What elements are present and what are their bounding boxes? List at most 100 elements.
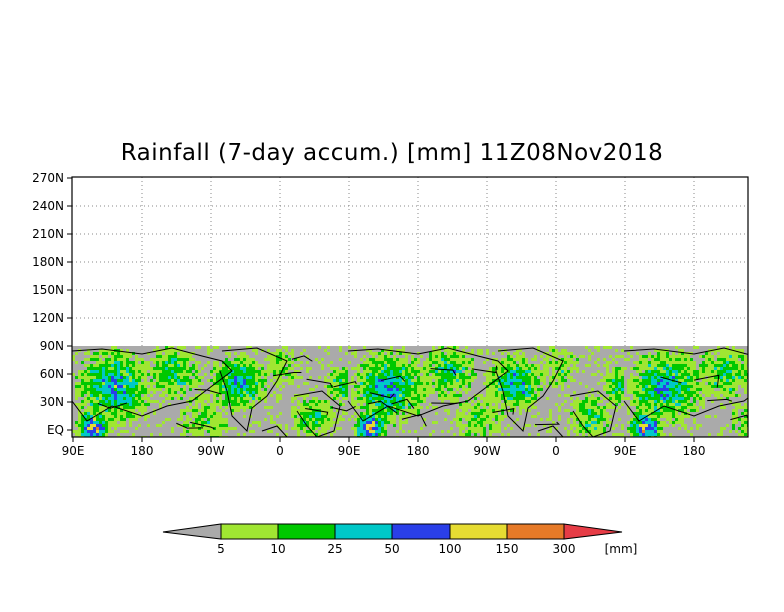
- rain-cell: [240, 406, 243, 409]
- rain-cell: [81, 403, 84, 406]
- rain-cell: [555, 385, 558, 388]
- rain-cell: [102, 397, 105, 400]
- rain-cell: [588, 409, 591, 412]
- rain-cell: [414, 370, 417, 373]
- rain-cell: [603, 406, 606, 409]
- rain-cell: [210, 409, 213, 412]
- rain-cell: [354, 400, 357, 403]
- rain-cell: [93, 376, 96, 379]
- rain-cell: [360, 382, 363, 385]
- rain-cell: [81, 379, 84, 382]
- rain-cell: [126, 385, 129, 388]
- rain-cell: [588, 433, 591, 436]
- rain-cell: [387, 415, 390, 418]
- rain-cell: [105, 352, 108, 355]
- rain-cell: [129, 373, 132, 376]
- rain-cell: [402, 406, 405, 409]
- rain-cell: [237, 373, 240, 376]
- rain-cell: [81, 385, 84, 388]
- rain-cell: [321, 418, 324, 421]
- rain-cell: [744, 379, 747, 382]
- rain-cell: [162, 367, 165, 370]
- rain-cell: [165, 367, 168, 370]
- rain-cell: [129, 415, 132, 418]
- rain-cell: [447, 412, 450, 415]
- rain-cell: [468, 433, 471, 436]
- rain-cell: [168, 394, 171, 397]
- rain-cell: [177, 346, 180, 349]
- rain-cell: [303, 382, 306, 385]
- rain-cell: [645, 355, 648, 358]
- rain-cell: [489, 373, 492, 376]
- rain-cell: [123, 430, 126, 433]
- rain-cell: [93, 364, 96, 367]
- rain-cell: [213, 382, 216, 385]
- rain-cell: [117, 418, 120, 421]
- rain-cell: [459, 412, 462, 415]
- rain-cell: [726, 391, 729, 394]
- rain-cell: [678, 391, 681, 394]
- rain-cell: [447, 409, 450, 412]
- rain-cell: [153, 361, 156, 364]
- rain-cell: [603, 418, 606, 421]
- rain-cell: [216, 361, 219, 364]
- rain-cell: [360, 364, 363, 367]
- rain-cell: [732, 394, 735, 397]
- rain-cell: [369, 418, 372, 421]
- rain-cell: [438, 364, 441, 367]
- rain-cell: [168, 352, 171, 355]
- rain-cell: [441, 358, 444, 361]
- rain-cell: [597, 364, 600, 367]
- rain-cell: [471, 424, 474, 427]
- rain-cell: [474, 415, 477, 418]
- rain-cell: [654, 406, 657, 409]
- rain-cell: [399, 352, 402, 355]
- rain-cell: [183, 385, 186, 388]
- rain-cell: [87, 370, 90, 373]
- rain-cell: [501, 433, 504, 436]
- rain-cell: [111, 379, 114, 382]
- rain-cell: [168, 379, 171, 382]
- rain-cell: [429, 376, 432, 379]
- rain-cell: [639, 418, 642, 421]
- rain-cell: [108, 388, 111, 391]
- rain-cell: [405, 385, 408, 388]
- rain-cell: [567, 409, 570, 412]
- rain-cell: [507, 367, 510, 370]
- rain-cell: [96, 364, 99, 367]
- rain-cell: [678, 397, 681, 400]
- rain-cell: [162, 421, 165, 424]
- rain-cell: [366, 421, 369, 424]
- rain-cell: [468, 412, 471, 415]
- rain-cell: [498, 427, 501, 430]
- rain-cell: [459, 364, 462, 367]
- rain-cell: [594, 424, 597, 427]
- rain-cell: [621, 394, 624, 397]
- rain-cell: [738, 364, 741, 367]
- rain-cell: [180, 376, 183, 379]
- rain-cell: [87, 415, 90, 418]
- rain-cell: [207, 427, 210, 430]
- rain-cell: [645, 418, 648, 421]
- rain-cell: [84, 433, 87, 436]
- rain-cell: [357, 367, 360, 370]
- rain-cell: [207, 352, 210, 355]
- rain-cell: [258, 397, 261, 400]
- rain-cell: [588, 415, 591, 418]
- rain-cell: [369, 352, 372, 355]
- rain-cell: [507, 391, 510, 394]
- rain-cell: [264, 394, 267, 397]
- rain-cell: [468, 361, 471, 364]
- rain-cell: [534, 388, 537, 391]
- rain-cell: [738, 349, 741, 352]
- rain-cell: [591, 373, 594, 376]
- rain-cell: [705, 391, 708, 394]
- rain-cell: [114, 415, 117, 418]
- rain-cell: [189, 373, 192, 376]
- rain-cell: [225, 385, 228, 388]
- rain-cell: [591, 406, 594, 409]
- rain-cell: [663, 406, 666, 409]
- rain-cell: [432, 361, 435, 364]
- rain-cell: [654, 394, 657, 397]
- rain-cell: [426, 373, 429, 376]
